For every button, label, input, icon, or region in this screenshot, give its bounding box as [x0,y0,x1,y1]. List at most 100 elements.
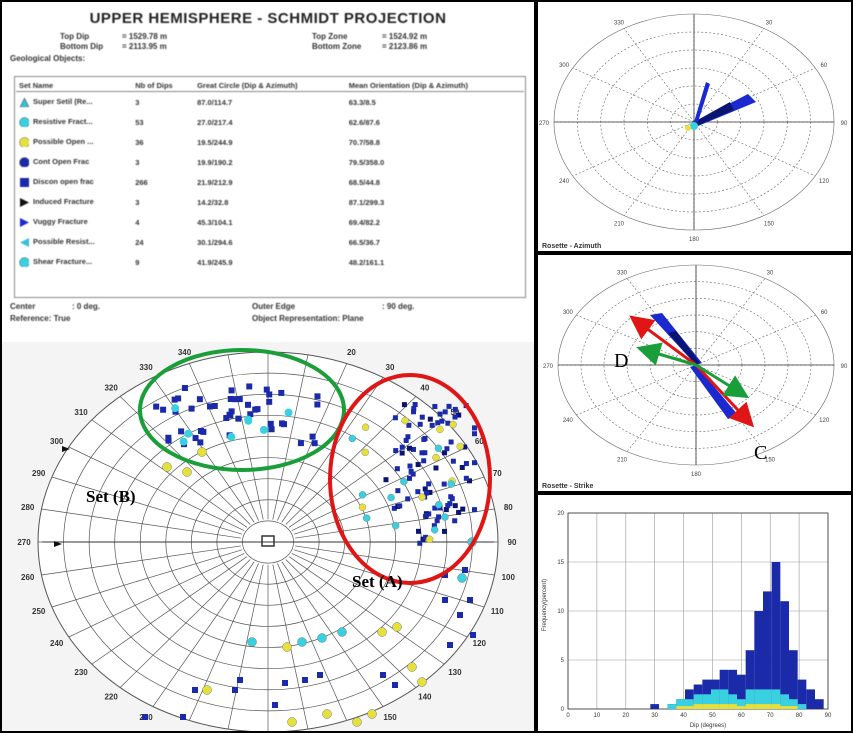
dip-point [401,416,409,425]
dip-point [171,396,178,403]
set-symbol-icon [20,218,29,227]
cell-set-name: Shear Fracture... [16,252,132,272]
dip-point [228,387,235,394]
azimuth-rosette-caption: Rosette - Azimuth [542,243,601,250]
dip-point [279,420,286,427]
dip-point [171,404,180,413]
rose-petal [690,122,698,130]
dip-point [244,416,253,425]
rose-label: 180 [689,237,700,243]
net-spoke [281,561,384,707]
dip-point [406,475,412,481]
col-set-name: Set Name [16,80,133,92]
dip-point [247,637,257,647]
y-tick-label: 10 [557,609,564,615]
strike-rosette-panel: 330 30 300 60 270 90 240 120 210 180 150 D C Roset… [536,253,853,493]
histogram-bar [702,704,711,709]
dip-point [358,503,367,511]
rose-spoke [695,278,766,366]
strike-rosette-caption: Rosette - Strike [542,483,593,490]
dip-point [456,412,462,418]
dip-point [348,434,357,443]
net-center-marker [261,535,275,547]
azimuth-label: 60 [475,437,484,446]
dip-point [391,521,400,530]
dip-point [443,507,449,513]
net-spoke [152,561,255,707]
rose-petal [690,365,738,419]
dip-point [417,421,423,427]
rose-label: 180 [691,472,702,478]
histogram-bar [693,694,703,709]
dip-point [401,402,407,408]
rose-spoke [695,314,816,366]
histogram-bar [693,704,703,709]
dip-point [284,408,293,417]
dip-point [452,503,458,509]
x-tick-label: 50 [709,713,716,719]
rose-spoke [626,278,697,366]
x-tick-label: 60 [738,713,745,719]
dip-point [361,448,369,457]
set-symbol-icon [20,238,29,247]
dip-point [444,446,450,452]
geo-objects-label: Geological Objects: [10,54,86,63]
dip-point [383,477,389,483]
dip-point [427,416,433,422]
net-spoke [189,363,259,521]
dip-point [423,512,429,518]
azimuth-label: 250 [32,607,46,616]
dip-point [472,431,477,437]
cell-set-name: Discon open frac [16,172,132,192]
dip-point [192,435,199,442]
net-spoke [295,545,495,576]
dip-point [447,642,453,648]
azimuth-label: 230 [74,668,88,677]
center-value: : 0 deg. [72,302,101,311]
histogram-bar [771,562,781,709]
dip-point [446,403,452,409]
dip-point [405,496,411,502]
dip-point [317,672,323,678]
azimuth-label: 300 [50,437,64,446]
set-symbol-icon [20,178,29,187]
cell-great: 14.2/32.8 [197,197,229,207]
dip-point [377,627,387,637]
histogram-bar [676,706,685,709]
cell-set-name: Cont Open Frac [16,152,132,172]
dip-point [244,401,251,408]
dip-point [352,717,362,727]
azimuth-rosette-petals [685,82,756,131]
dip-point [459,464,465,470]
azimuth-label: 270 [17,538,31,547]
dip-point [302,677,308,683]
histogram-bar [745,704,755,709]
dip-point [405,434,411,440]
cell-dips: 24 [135,237,144,247]
azimuth-label: 340 [178,348,192,357]
azimuth-label: 150 [383,713,397,722]
dip-point [472,425,477,431]
top-dip-label: Top Dip [60,32,90,41]
table-row: Resistive Fract... 53 27.0/217.4 62.6/87.6 [16,112,524,132]
dip-point [268,426,275,433]
set-symbol-icon [19,97,29,107]
histogram-bar [789,699,798,709]
histogram-bar [763,689,772,709]
center-label: Center [10,302,36,311]
cell-mean: 69.4/82.2 [348,217,380,227]
table-row: Possible Open ... 36 19.5/244.9 70.7/58.8 [16,132,524,152]
col-mean-orientation: Mean Orientation (Dip & Azimuth) [345,80,524,92]
set-symbol-icon [19,137,29,147]
dip-point [392,415,398,421]
histogram-bar [719,704,729,709]
dip-point [436,514,442,520]
net-spoke [91,556,248,665]
net-spoke [272,354,309,520]
set-name: Induced Fracture [33,196,94,206]
cell-mean: 66.5/36.7 [348,237,380,247]
dip-histogram-panel: 20 15 10 5 0 0 10 20 30 40 50 60 70 80 90 Frequency(pe… [536,493,853,733]
net-spoke [51,549,243,608]
azimuth-label: 90 [508,538,517,547]
cell-dips: 3 [135,157,140,167]
